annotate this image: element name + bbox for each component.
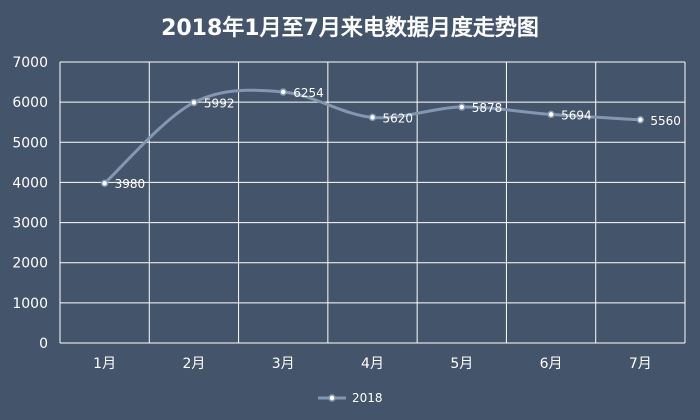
data-label: 3980 xyxy=(115,177,146,191)
y-tick-label: 3000 xyxy=(12,216,48,232)
y-tick-label: 0 xyxy=(39,336,48,352)
data-label: 6254 xyxy=(293,86,324,100)
axis-layer: 0 1000 2000 3000 4000 5000 6000 7000 1月 2月 3月 4月 5月 6… xyxy=(12,55,651,372)
series-layer xyxy=(100,88,645,187)
grid-layer xyxy=(59,61,686,344)
data-label-layer: 3980 5992 6254 5620 5878 5694 5560 xyxy=(115,86,681,191)
x-tick-label: 4月 xyxy=(361,356,384,372)
data-point xyxy=(190,98,198,107)
data-point xyxy=(368,113,377,122)
data-label: 5878 xyxy=(472,101,503,115)
legend-label: 2018 xyxy=(352,391,383,405)
x-tick-label: 7月 xyxy=(629,356,652,372)
data-point xyxy=(547,110,555,119)
data-label: 5620 xyxy=(383,111,414,125)
legend: 2018 xyxy=(318,391,383,405)
data-label: 5694 xyxy=(561,108,592,122)
y-tick-label: 5000 xyxy=(12,135,48,151)
chart-title: 2018年1月至7月来电数据月度走势图 xyxy=(161,16,539,41)
data-point xyxy=(279,88,287,96)
x-tick-label: 6月 xyxy=(540,356,563,372)
x-tick-label: 2月 xyxy=(182,356,205,372)
legend-marker xyxy=(328,394,336,402)
x-tick-label: 3月 xyxy=(272,356,295,372)
y-tick-label: 7000 xyxy=(12,55,48,71)
y-tick-label: 6000 xyxy=(12,95,48,111)
series-line xyxy=(103,88,642,185)
y-tick-label: 1000 xyxy=(12,296,48,312)
data-label: 5992 xyxy=(204,96,235,110)
y-tick-label: 4000 xyxy=(12,175,48,191)
y-tick-label: 2000 xyxy=(12,256,48,272)
data-point xyxy=(100,179,109,187)
data-point xyxy=(458,103,466,111)
x-tick-label: 5月 xyxy=(450,356,473,372)
x-tick-label: 1月 xyxy=(93,356,116,372)
data-label: 5560 xyxy=(650,114,681,128)
data-point xyxy=(636,116,645,124)
